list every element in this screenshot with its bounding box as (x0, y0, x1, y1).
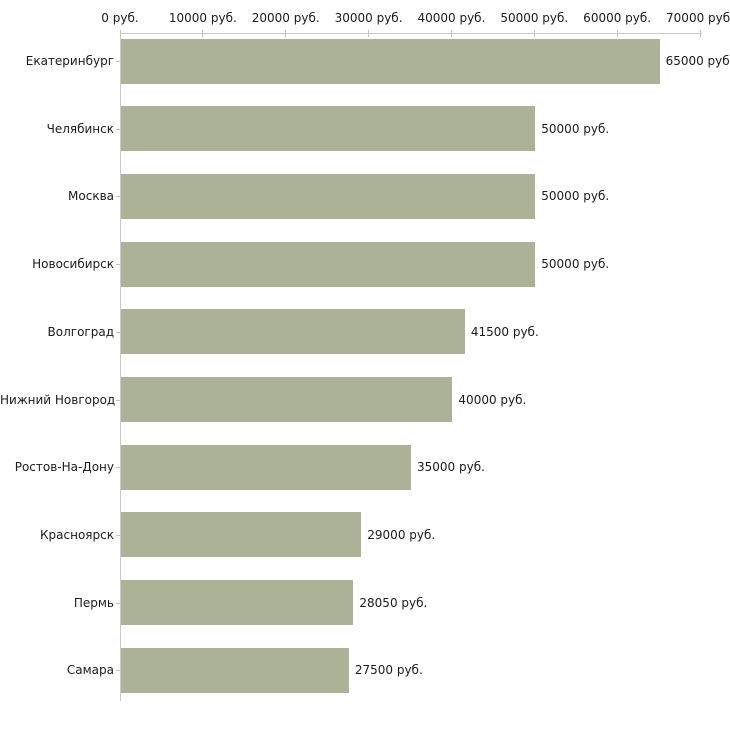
category-tick (116, 61, 120, 62)
bar-value-label: 28050 руб. (359, 595, 428, 610)
x-axis-tick (616, 30, 618, 37)
bar-value-label: 40000 руб. (458, 392, 527, 407)
x-axis-tick-label: 10000 руб. (168, 11, 237, 25)
bar-value-label: 50000 руб. (541, 257, 610, 272)
x-axis-tick (202, 30, 204, 37)
x-axis-tick-label: 40000 руб. (417, 11, 486, 25)
category-label: Пермь (73, 595, 114, 610)
bar (121, 647, 349, 693)
bar (121, 173, 536, 219)
category-tick (116, 128, 120, 130)
bar-value-label: 50000 руб. (541, 189, 610, 204)
category-label: Новосибирск (32, 257, 114, 272)
category-label: Екатеринбург (25, 54, 114, 68)
bar (121, 444, 411, 490)
bar (121, 377, 453, 422)
x-axis-tick-label: 60000 руб. (583, 11, 652, 25)
category-tick (116, 534, 120, 536)
bar (121, 580, 354, 626)
x-axis-tick-label: 30000 руб. (334, 11, 403, 25)
bar-value-label: 29000 руб. (367, 527, 436, 542)
category-label: Нижний Новгород (0, 392, 116, 407)
bar-value-label: 65000 руб. (665, 54, 730, 68)
y-axis-line (120, 33, 121, 701)
x-axis-tick-label: 70000 руб. (666, 11, 730, 25)
x-axis-tick-label: 20000 руб. (251, 11, 320, 25)
category-tick (116, 196, 120, 198)
category-tick (116, 399, 120, 401)
category-label: Челябинск (46, 121, 114, 136)
category-tick (116, 331, 120, 333)
category-label: Волгоград (47, 324, 114, 339)
category-tick (116, 602, 120, 604)
x-axis-tick (285, 30, 287, 37)
bar-value-label: 35000 руб. (417, 460, 485, 475)
bar (121, 241, 536, 287)
x-axis-tick (450, 30, 452, 37)
category-tick (116, 467, 120, 469)
category-label: Ростов-На-Дону (14, 460, 114, 475)
x-axis-tick (119, 30, 121, 37)
x-axis-tick (533, 30, 535, 37)
x-axis-line (120, 33, 702, 34)
category-tick (116, 264, 120, 266)
x-axis-tick-label: 50000 руб. (500, 11, 569, 25)
category-label: Красноярск (40, 527, 114, 542)
category-label: Москва (68, 189, 114, 204)
bar-value-label: 50000 руб. (541, 121, 610, 136)
bar (121, 106, 536, 152)
x-axis-tick-label: 0 руб. (101, 11, 139, 25)
category-tick (116, 670, 120, 672)
bar-value-label: 27500 руб. (354, 663, 423, 678)
category-label: Самара (66, 663, 114, 678)
bar-value-label: 41500 руб. (470, 324, 539, 339)
x-axis-tick (699, 30, 701, 37)
bar (121, 512, 362, 558)
bar (121, 309, 465, 355)
x-axis-tick (368, 30, 370, 37)
bar (121, 38, 660, 84)
